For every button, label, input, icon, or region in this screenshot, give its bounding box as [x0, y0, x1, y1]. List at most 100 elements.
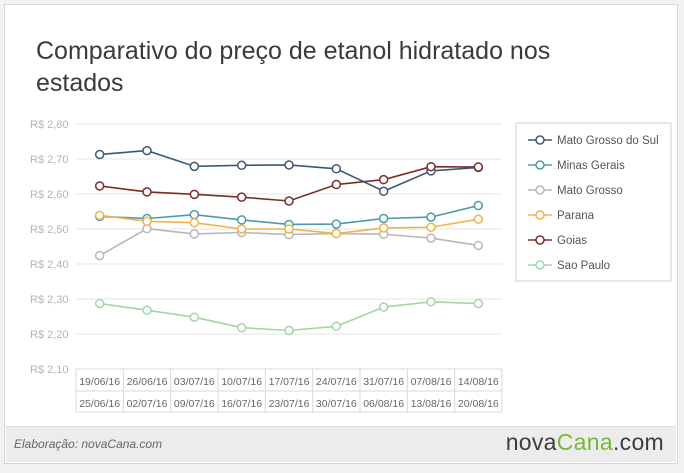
series-group [94, 145, 484, 196]
legend-item[interactable]: Parana [528, 210, 595, 222]
data-point[interactable] [189, 189, 200, 200]
data-point[interactable] [331, 219, 342, 229]
y-tick-label: R$ 2,30 [30, 294, 69, 306]
data-point[interactable] [94, 149, 105, 160]
data-point[interactable] [236, 215, 247, 225]
data-point[interactable] [94, 298, 105, 309]
y-tick-label: R$ 2,80 [30, 119, 69, 131]
x-tick-label: 25/06/16 [79, 398, 120, 410]
data-point[interactable] [473, 298, 484, 309]
x-tick-label: 17/07/16 [269, 376, 310, 388]
x-tick-label: 26/06/16 [127, 376, 168, 388]
data-point[interactable] [473, 162, 484, 172]
data-point[interactable] [284, 160, 294, 170]
data-point[interactable] [473, 240, 484, 251]
x-tick-label: 19/06/16 [79, 376, 120, 388]
legend-item[interactable]: Minas Gerais [528, 160, 625, 172]
legend-item[interactable]: Sao Paulo [528, 260, 610, 272]
data-point[interactable] [426, 233, 436, 243]
data-point[interactable] [189, 217, 200, 228]
x-tick-label: 30/07/16 [316, 398, 357, 410]
series-group [94, 210, 484, 239]
legend-label: Minas Gerais [557, 160, 625, 172]
x-tick-label: 24/07/16 [316, 376, 357, 388]
x-tick-label: 09/07/16 [174, 398, 215, 410]
x-tick-label: 03/07/16 [174, 376, 215, 388]
x-tick-label: 13/08/16 [411, 398, 452, 410]
data-point[interactable] [94, 181, 105, 191]
data-point[interactable] [378, 174, 389, 185]
data-point[interactable] [378, 302, 389, 312]
data-point[interactable] [378, 223, 389, 233]
brand-part-com: .com [612, 429, 664, 455]
data-point[interactable] [236, 160, 247, 171]
credit-text: Elaboração: novaCana.com [14, 437, 163, 451]
data-point[interactable] [142, 145, 152, 156]
data-point[interactable] [189, 312, 200, 322]
data-point[interactable] [189, 229, 200, 239]
data-point[interactable] [426, 161, 436, 172]
data-point[interactable] [94, 250, 105, 261]
legend-label: Mato Grosso do Sul [557, 135, 659, 147]
data-point[interactable] [236, 224, 247, 234]
data-point[interactable] [142, 305, 152, 315]
data-point[interactable] [426, 297, 436, 307]
data-point[interactable] [473, 214, 484, 224]
series-line [99, 165, 479, 202]
data-point[interactable] [189, 209, 200, 220]
legend-label: Parana [557, 210, 595, 222]
data-point[interactable] [378, 213, 389, 224]
y-tick-label: R$ 2,40 [30, 259, 69, 271]
x-tick-label: 06/08/16 [363, 398, 404, 410]
data-point[interactable] [284, 325, 294, 336]
legend-item[interactable]: Mato Grosso do Sul [528, 135, 659, 147]
data-point[interactable] [331, 164, 342, 174]
legend-item[interactable]: Mato Grosso [528, 185, 623, 197]
data-point[interactable] [331, 179, 342, 190]
data-point[interactable] [284, 224, 294, 234]
legend-swatch-marker [535, 260, 545, 270]
legend-item[interactable]: Goias [528, 235, 587, 247]
data-point[interactable] [236, 322, 247, 333]
data-point[interactable] [142, 216, 152, 227]
x-tick-label: 07/08/16 [411, 376, 452, 388]
legend-label: Goias [557, 235, 587, 247]
data-point[interactable] [331, 321, 342, 332]
data-point[interactable] [473, 200, 484, 211]
series-lines [94, 145, 484, 336]
y-tick-label: R$ 2,60 [30, 189, 69, 201]
y-axis: R$ 2,10 R$ 2,20 R$ 2,30 R$ 2,40 R$ 2,50 R$ 2,… [30, 119, 69, 376]
y-tick-label: R$ 2,70 [30, 154, 69, 166]
chart-title: Comparativo do preço de etanol hidratado… [36, 37, 551, 97]
data-point[interactable] [142, 187, 152, 197]
x-tick-label: 10/07/16 [221, 376, 262, 388]
x-tick-label: 16/07/16 [221, 398, 262, 410]
data-point[interactable] [426, 212, 436, 222]
brand-logo: novaCana.com [506, 429, 664, 456]
x-axis: 19/06/16 25/06/16 26/06/16 02/07/16 03/07/16… [75, 368, 503, 413]
x-tick-label: 31/07/16 [363, 376, 404, 388]
legend-swatch-marker [535, 235, 545, 245]
legend-swatch-marker [535, 185, 545, 195]
data-point[interactable] [426, 222, 436, 232]
x-tick-label: 20/08/16 [458, 398, 499, 410]
series-group [94, 297, 484, 336]
legend-label: Mato Grosso [557, 185, 623, 197]
brand-part-nova: nova [505, 429, 557, 455]
legend-swatch-marker [535, 135, 545, 145]
data-point[interactable] [189, 161, 200, 172]
y-tick-label: R$ 2,50 [30, 224, 69, 236]
data-point[interactable] [94, 210, 105, 221]
data-point[interactable] [236, 192, 247, 202]
series-group [94, 161, 484, 206]
brand-part-cana: Cana [556, 429, 613, 455]
data-point[interactable] [378, 186, 389, 196]
x-tick-label: 23/07/16 [269, 398, 310, 410]
data-point[interactable] [284, 196, 294, 206]
legend-swatch-marker [535, 210, 545, 220]
series-line [99, 149, 479, 193]
data-point[interactable] [331, 228, 342, 239]
y-tick-label: R$ 2,20 [30, 329, 69, 341]
x-tick-label: 14/08/16 [458, 376, 499, 388]
